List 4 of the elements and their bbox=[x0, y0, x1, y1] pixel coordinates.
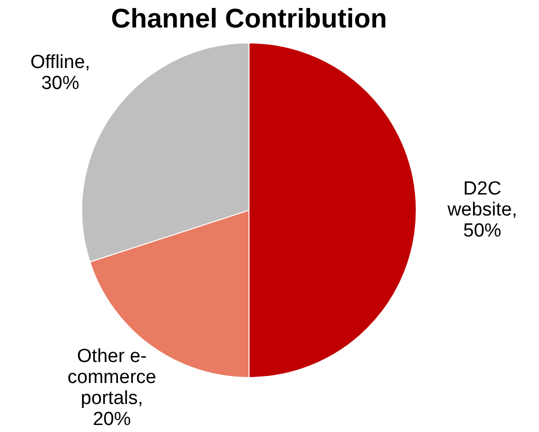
slice-label: Offline, 30% bbox=[30, 52, 90, 94]
chart-title: Channel Contribution bbox=[111, 4, 387, 34]
slice-label: Other e-commerce portals, 20% bbox=[68, 346, 156, 430]
slice-label: D2C website, 50% bbox=[446, 178, 518, 242]
